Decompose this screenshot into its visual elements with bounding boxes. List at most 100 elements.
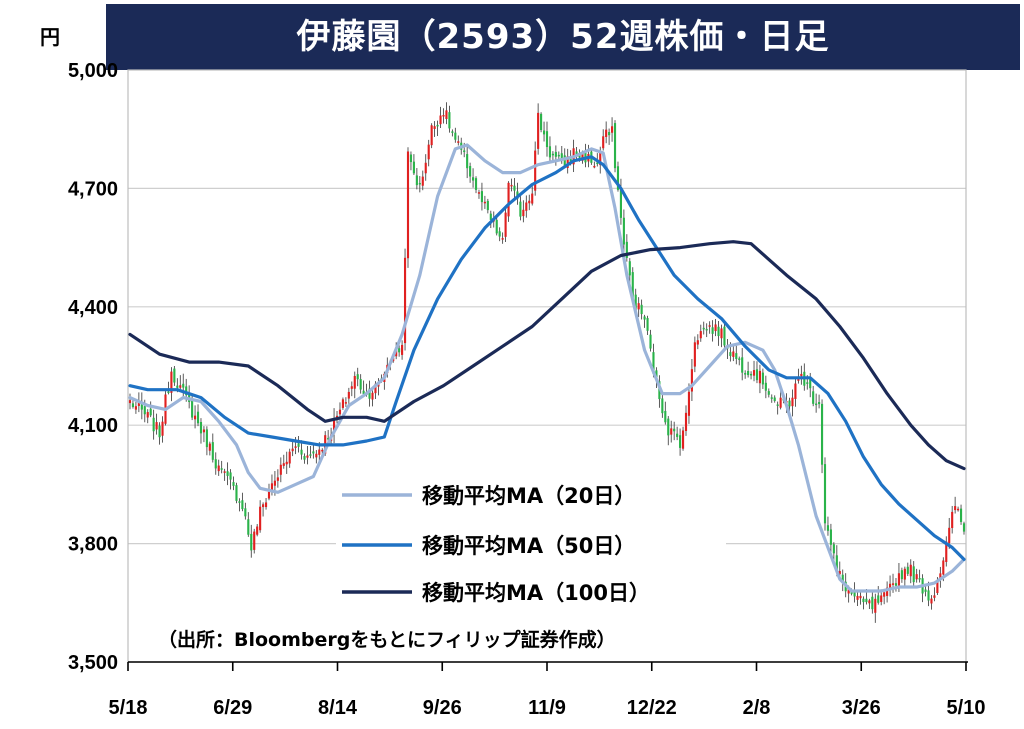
candle-body xyxy=(262,504,265,508)
candle-body xyxy=(285,461,288,465)
candle-body xyxy=(927,590,930,601)
candle-body xyxy=(711,327,714,334)
candle-body xyxy=(315,453,318,458)
candle-body xyxy=(800,373,803,377)
candle-body xyxy=(253,531,256,550)
candle-body xyxy=(628,261,631,276)
candle-body xyxy=(652,352,655,374)
candle-body xyxy=(303,456,306,460)
candle-body xyxy=(891,583,895,585)
candle-body xyxy=(300,449,303,455)
candle-body xyxy=(140,401,143,410)
candle-body xyxy=(744,373,747,375)
candle-body xyxy=(276,477,279,481)
candle-body xyxy=(602,136,605,149)
candle-body xyxy=(403,257,407,344)
candle-body xyxy=(545,131,549,148)
candle-body xyxy=(687,391,691,416)
x-tick-label: 2/8 xyxy=(743,697,771,719)
candle-body xyxy=(859,595,862,599)
candle-body xyxy=(820,403,824,465)
candle-body xyxy=(738,358,741,360)
candle-body xyxy=(226,471,229,476)
candle-body xyxy=(421,176,424,186)
candle-body xyxy=(888,583,892,589)
candle-body xyxy=(667,418,670,436)
candle-body xyxy=(288,451,291,464)
y-tick-label: 4,400 xyxy=(68,297,118,319)
candle-body xyxy=(741,357,744,373)
candle-body xyxy=(161,421,164,436)
moving-average-lines xyxy=(128,143,966,593)
candle-body xyxy=(158,425,161,438)
candle-body xyxy=(566,156,569,168)
x-tick-label: 11/9 xyxy=(528,697,566,719)
candle-body xyxy=(551,153,554,156)
candle-body xyxy=(909,564,912,577)
candle-body xyxy=(676,433,679,437)
candle-body xyxy=(770,397,773,399)
legend-label-ma20: 移動平均MA（20日） xyxy=(422,484,635,508)
x-tick-label: 9/26 xyxy=(423,697,462,719)
candle-body xyxy=(776,404,779,406)
candle-body xyxy=(427,144,430,160)
candle-body xyxy=(341,399,345,408)
candle-body xyxy=(874,598,877,613)
candle-body xyxy=(264,502,268,508)
candle-body xyxy=(199,421,203,434)
candle-body xyxy=(220,468,223,470)
candle-body xyxy=(613,123,617,169)
candle-body xyxy=(809,379,812,389)
candle-body xyxy=(477,192,481,194)
candle-body xyxy=(883,592,886,597)
legend-background xyxy=(336,462,726,610)
candle-body xyxy=(696,340,699,345)
candle-body xyxy=(480,191,484,203)
candle-body xyxy=(332,418,336,434)
candle-body xyxy=(247,519,250,535)
candle-body xyxy=(720,328,723,339)
candle-body xyxy=(717,326,720,337)
candle-body xyxy=(282,463,285,466)
candle-body xyxy=(596,162,599,165)
candle-body xyxy=(758,370,762,384)
candle-body xyxy=(912,566,915,583)
candle-body xyxy=(152,417,155,432)
candle-body xyxy=(312,451,315,454)
candle-body xyxy=(155,422,158,430)
candle-body xyxy=(321,449,324,452)
candle-body xyxy=(684,412,688,431)
candle-body xyxy=(273,480,276,486)
candle-body xyxy=(507,182,510,217)
candle-body xyxy=(560,153,563,159)
candle-body xyxy=(537,112,540,149)
candle-body xyxy=(146,412,149,418)
candle-body xyxy=(829,529,832,545)
candle-body xyxy=(670,428,673,435)
candle-body xyxy=(918,578,921,580)
candle-body xyxy=(430,125,433,146)
candle-body xyxy=(347,391,350,399)
candle-body xyxy=(853,591,856,597)
candle-body xyxy=(631,272,634,298)
ma50-line xyxy=(128,155,966,562)
legend: 移動平均MA（20日） 移動平均MA（50日） 移動平均MA（100日） xyxy=(336,462,726,610)
candle-body xyxy=(241,500,244,510)
candle-body xyxy=(182,383,185,388)
candle-body xyxy=(270,483,274,493)
candle-body xyxy=(788,400,791,407)
candle-body xyxy=(569,158,572,162)
candle-body xyxy=(599,151,602,166)
axes: 5,000 4,700 4,400 4,100 3,800 3,500 5/18 6/29 8/… xyxy=(68,60,986,719)
candle-body xyxy=(791,397,794,407)
candle-body xyxy=(371,392,374,400)
candle-body xyxy=(436,124,439,127)
candle-body xyxy=(501,238,504,240)
candle-body xyxy=(673,428,676,432)
candle-body xyxy=(714,324,717,332)
candle-body xyxy=(250,533,253,551)
candle-body xyxy=(418,182,421,185)
candle-body xyxy=(353,375,356,389)
candle-body xyxy=(238,501,241,503)
candle-body xyxy=(835,555,838,571)
